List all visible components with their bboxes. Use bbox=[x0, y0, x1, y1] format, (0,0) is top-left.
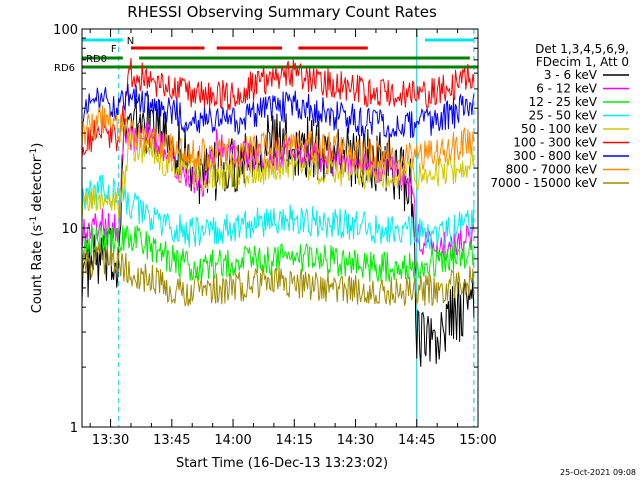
x-tick-label: 13:45 bbox=[153, 433, 190, 448]
y-tick-label: 10 bbox=[61, 222, 78, 237]
legend-label: 300 - 800 keV bbox=[513, 149, 597, 163]
y-axis-label-mid: detector bbox=[30, 156, 45, 216]
x-tick-label: 13:30 bbox=[92, 433, 129, 448]
y-axis-label-sup2: -1 bbox=[29, 148, 39, 157]
flag-label-f: F bbox=[111, 44, 117, 55]
series-line-8 bbox=[81, 245, 475, 308]
y-tick-label: 1 bbox=[70, 421, 78, 436]
timestamp: 25-Oct-2021 09:08 bbox=[560, 468, 636, 477]
legend-label: 3 - 6 keV bbox=[544, 68, 598, 82]
x-tick-label: 14:15 bbox=[276, 433, 313, 448]
series-line-7 bbox=[81, 105, 475, 172]
legend-label: 12 - 25 keV bbox=[529, 95, 598, 109]
y-tick-label: 100 bbox=[53, 23, 78, 38]
y-axis-label-end: ) bbox=[30, 143, 45, 148]
legend-label: 25 - 50 keV bbox=[529, 109, 598, 123]
y-axis-label-sup1: -1 bbox=[29, 216, 39, 225]
legend-label: 50 - 100 keV bbox=[521, 122, 598, 136]
flag-label-n: N bbox=[127, 36, 134, 47]
legend-label: 6 - 12 keV bbox=[536, 82, 598, 96]
x-tick-label: 14:45 bbox=[398, 433, 435, 448]
x-tick-label: 14:00 bbox=[214, 433, 251, 448]
flag-label-rd0: RD0 bbox=[86, 54, 107, 65]
y-axis-label-main: Count Rate (s bbox=[30, 225, 45, 314]
legend-label: 800 - 7000 keV bbox=[506, 163, 598, 177]
legend-header-line-2: FDecim 1, Att 0 bbox=[536, 55, 629, 69]
x-tick-label: 14:30 bbox=[337, 433, 374, 448]
chart-title: RHESSI Observing Summary Count Rates bbox=[127, 3, 437, 21]
plot-area: NF RD0 RD6 bbox=[54, 29, 478, 427]
legend-label: 100 - 300 keV bbox=[513, 136, 597, 150]
flag-label-rd6: RD6 bbox=[54, 63, 75, 74]
series-line-2 bbox=[81, 223, 475, 282]
x-tick-label: 15:00 bbox=[459, 433, 496, 448]
series-line-6 bbox=[81, 83, 475, 139]
x-axis-label: Start Time (16-Dec-13 13:23:02) bbox=[176, 456, 388, 471]
x-axis: 13:30 13:45 14:00 14:15 14:30 14:45 15:00 bbox=[89, 29, 497, 448]
legend-header-line-1: Det 1,3,4,5,6,9, bbox=[535, 42, 629, 56]
series-line-3 bbox=[81, 174, 475, 250]
y-axis-label: Count Rate (s-1 detector-1) bbox=[29, 143, 45, 314]
series-line-4 bbox=[81, 132, 475, 221]
y-axis: 1 10 100 bbox=[53, 23, 478, 436]
series-line-5 bbox=[81, 57, 475, 158]
legend-label: 7000 - 15000 keV bbox=[490, 176, 597, 190]
